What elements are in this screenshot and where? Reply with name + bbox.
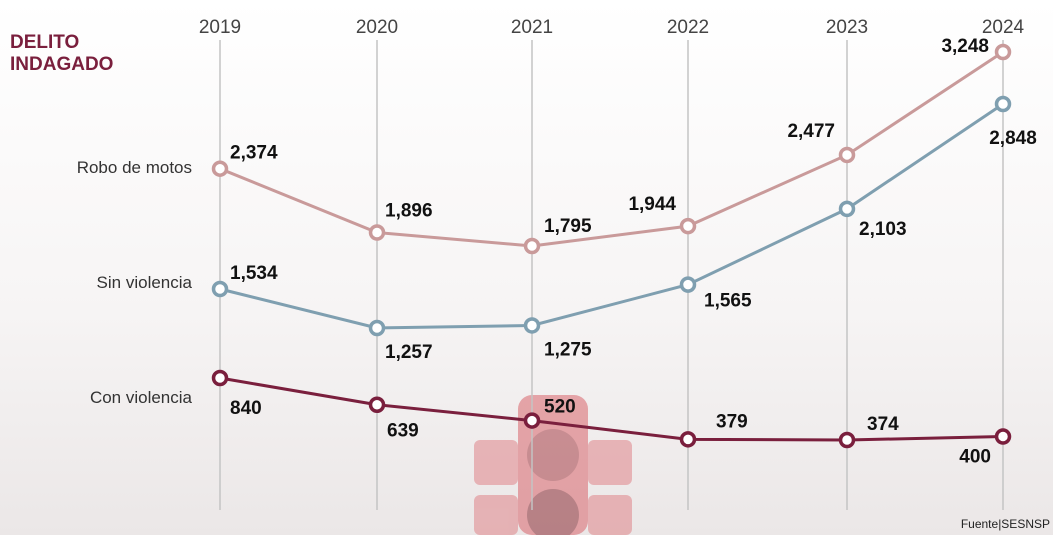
- point: [679, 217, 697, 235]
- value-label: 2,848: [989, 128, 1037, 149]
- value-label: 374: [867, 414, 899, 435]
- point: [523, 412, 541, 429]
- x-tick-label: 2020: [356, 17, 398, 38]
- value-label: 1,534: [230, 263, 278, 284]
- value-label: 1,257: [385, 342, 433, 363]
- series-line: [219, 102, 1004, 330]
- value-label: 1,565: [704, 291, 752, 312]
- point: [523, 237, 541, 255]
- value-label: 379: [716, 411, 748, 432]
- value-label: 520: [544, 397, 576, 418]
- point: [211, 280, 229, 298]
- series-label: Con violencia: [90, 388, 193, 407]
- value-label: 639: [387, 421, 419, 442]
- point: [211, 160, 229, 177]
- value-label: 1,795: [544, 216, 592, 237]
- series-label: Sin violencia: [97, 273, 193, 292]
- point: [211, 369, 229, 387]
- point: [368, 396, 386, 413]
- series-line: [219, 50, 1004, 248]
- point: [523, 317, 541, 334]
- value-label: 2,374: [230, 143, 278, 164]
- source: Fuente|SESNSP: [961, 517, 1050, 531]
- point: [838, 146, 856, 164]
- point: [994, 43, 1012, 61]
- series-line: [219, 376, 1004, 442]
- x-tick-label: 2022: [667, 17, 709, 38]
- value-label: 2,477: [787, 121, 835, 142]
- value-label: 1,944: [628, 194, 676, 215]
- series-label: Robo de motos: [77, 158, 192, 177]
- point: [838, 200, 856, 218]
- x-tick-label: 2019: [199, 17, 241, 38]
- point: [679, 431, 697, 448]
- value-label: 2,103: [859, 219, 907, 240]
- point: [368, 224, 386, 241]
- x-tick-label: 2024: [982, 17, 1025, 38]
- point: [994, 95, 1012, 113]
- value-label: 3,248: [941, 36, 989, 57]
- value-label: 400: [959, 447, 991, 468]
- point: [368, 319, 386, 337]
- value-label: 840: [230, 398, 262, 419]
- traffic-light-illustration: [474, 395, 632, 535]
- value-label: 1,275: [544, 339, 592, 360]
- point: [679, 276, 697, 293]
- x-tick-label: 2021: [511, 17, 553, 38]
- point: [838, 431, 856, 449]
- x-tick-label: 2023: [826, 17, 868, 38]
- value-label: 1,896: [385, 201, 433, 222]
- point: [994, 428, 1012, 445]
- chart-title: DELITO INDAGADO: [10, 32, 113, 75]
